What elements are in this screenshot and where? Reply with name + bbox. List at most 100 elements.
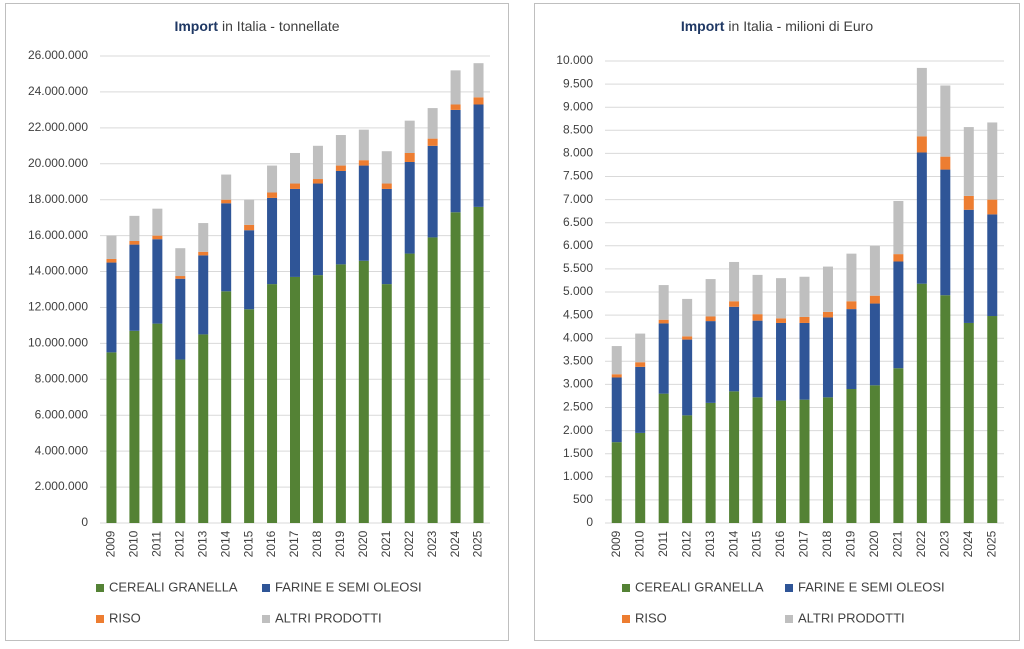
x-tick-label: 2011 xyxy=(150,531,164,557)
x-tick-label: 2010 xyxy=(127,530,141,557)
bar-segment xyxy=(244,224,255,231)
bar-segment xyxy=(940,169,951,296)
bar-segment xyxy=(381,188,392,285)
bar-segment xyxy=(822,266,833,312)
bar-segment xyxy=(658,393,669,523)
y-tick-label: 5.500 xyxy=(563,261,593,275)
bar-segment xyxy=(152,235,163,240)
bar-segment xyxy=(473,97,484,105)
bar-segment xyxy=(916,67,927,137)
legend-label: ALTRI PRODOTTI xyxy=(798,610,905,625)
x-tick-label: 2020 xyxy=(356,530,370,557)
x-tick-label: 2023 xyxy=(937,530,951,557)
x-tick-label: 2011 xyxy=(656,531,670,557)
bar-segment xyxy=(129,330,140,523)
y-tick-label: 0 xyxy=(81,515,88,529)
bar-segment xyxy=(846,301,857,310)
y-tick-label: 0 xyxy=(586,515,593,529)
bar-segment xyxy=(267,165,278,193)
bar-segment xyxy=(869,245,880,296)
bar-segment xyxy=(335,165,346,171)
x-tick-label: 2022 xyxy=(914,530,928,557)
x-tick-label: 2015 xyxy=(241,530,255,557)
y-tick-label: 2.000.000 xyxy=(35,479,89,493)
bar-segment xyxy=(940,295,951,523)
title-emphasis: Import xyxy=(681,18,725,34)
x-tick-label: 2020 xyxy=(867,530,881,557)
bar-segment xyxy=(175,248,186,277)
y-tick-label: 3.500 xyxy=(563,353,593,367)
bar-segment xyxy=(799,399,810,523)
legend-swatch xyxy=(96,615,104,623)
y-tick-label: 9.500 xyxy=(563,76,593,90)
bar-segment xyxy=(221,199,232,204)
bar-segment xyxy=(635,362,646,367)
x-tick-label: 2025 xyxy=(471,530,485,557)
x-tick-label: 2017 xyxy=(797,530,811,557)
bar-segment xyxy=(450,212,461,523)
x-tick-label: 2025 xyxy=(984,530,998,557)
bar-segment xyxy=(822,397,833,523)
x-tick-label: 2018 xyxy=(820,530,834,557)
x-tick-label: 2010 xyxy=(632,530,646,557)
bar-segment xyxy=(221,203,232,292)
bar-segment xyxy=(611,346,622,375)
x-tick-label: 2012 xyxy=(679,530,693,557)
bar-segment xyxy=(893,254,904,262)
bar-segment xyxy=(221,174,232,200)
x-tick-label: 2016 xyxy=(264,530,278,557)
bar-segment xyxy=(940,85,951,157)
y-tick-label: 5.000 xyxy=(563,284,593,298)
y-tick-label: 1.000 xyxy=(563,469,593,483)
bar-segment xyxy=(705,316,716,322)
bar-segment xyxy=(106,352,117,523)
title-text: in Italia - tonnellate xyxy=(222,18,340,34)
x-tick-label: 2016 xyxy=(773,530,787,557)
bar-segment xyxy=(776,322,787,401)
bar-segment xyxy=(198,255,209,335)
x-tick-label: 2018 xyxy=(310,530,324,557)
x-tick-label: 2024 xyxy=(961,530,975,557)
bar-segment xyxy=(450,104,461,110)
legend-swatch xyxy=(96,584,104,592)
y-tick-label: 1.500 xyxy=(563,446,593,460)
legend-swatch xyxy=(262,615,270,623)
bar-segment xyxy=(658,285,669,320)
bar-segment xyxy=(198,334,209,523)
bar-segment xyxy=(987,199,998,215)
chart-title: Import in Italia - milioni di Euro xyxy=(681,18,874,34)
bar-segment xyxy=(244,230,255,310)
bar-segment xyxy=(129,215,140,242)
bar-segment xyxy=(381,151,392,184)
bar-segment xyxy=(129,244,140,331)
bar-segment xyxy=(450,70,461,105)
bar-segment xyxy=(106,262,117,353)
x-tick-label: 2021 xyxy=(891,530,905,557)
y-tick-label: 6.000 xyxy=(563,238,593,252)
bar-segment xyxy=(152,208,163,236)
bar-segment xyxy=(198,223,209,252)
bar-segment xyxy=(404,152,415,162)
bar-segment xyxy=(312,145,323,180)
y-tick-label: 6.000.000 xyxy=(35,407,89,421)
bar-segment xyxy=(963,209,974,323)
bar-segment xyxy=(175,276,186,279)
bar-segment xyxy=(987,316,998,523)
bar-segment xyxy=(427,138,438,146)
bar-segment xyxy=(381,183,392,189)
y-tick-label: 9.000 xyxy=(563,99,593,113)
bar-segment xyxy=(682,298,693,337)
y-tick-label: 6.500 xyxy=(563,215,593,229)
bar-segment xyxy=(267,197,278,285)
x-tick-label: 2021 xyxy=(379,530,393,557)
bar-segment xyxy=(335,170,346,265)
bar-segment xyxy=(312,183,323,276)
y-tick-label: 8.000 xyxy=(563,146,593,160)
bar-segment xyxy=(290,183,300,189)
bar-segment xyxy=(611,442,622,523)
y-tick-label: 10.000 xyxy=(556,53,593,67)
panel-frame xyxy=(5,3,509,641)
bar-segment xyxy=(427,145,438,238)
bar-segment xyxy=(846,389,857,523)
